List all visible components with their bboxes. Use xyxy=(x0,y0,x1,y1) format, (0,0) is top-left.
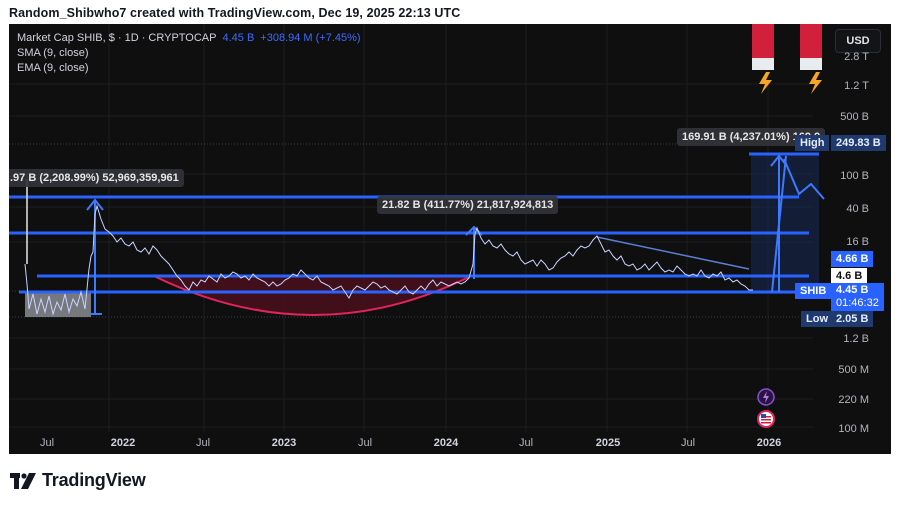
tradingview-logo-icon xyxy=(10,472,36,489)
high-label: High xyxy=(795,135,830,151)
time-tick: Jul xyxy=(680,437,696,449)
currency-button[interactable]: USD xyxy=(835,29,881,53)
us-flag-event-icon[interactable] xyxy=(757,410,775,428)
time-tick: Jul xyxy=(357,437,373,449)
magnet-icon xyxy=(752,24,822,94)
measure-label-1: .97 B (2,208.99%) 52,969,359,961 xyxy=(9,169,184,187)
chart-area[interactable]: Market Cap SHIB, $ · 1D · CRYPTOCAP 4.45 … xyxy=(9,24,891,454)
descending-trendline xyxy=(596,236,750,270)
measure-label-3: 169.91 B (4,237.01%) 169.9 xyxy=(677,128,826,146)
rounding-bottom-arc xyxy=(153,275,472,316)
time-axis[interactable]: Jul 2022 Jul 2023 Jul 2024 Jul 2025 Jul … xyxy=(9,432,813,454)
time-tick: 2026 xyxy=(756,437,782,449)
symbol-label-tag: SHIB xyxy=(795,283,832,299)
price-axis[interactable]: USD 2.8 T 1.2 T 500 B 100 B 40 B 16 B 1.… xyxy=(813,24,891,454)
price-tick: 500 M xyxy=(838,364,869,376)
level-value-tag: 4.66 B xyxy=(831,251,874,267)
last-price-tag: 4.45 B 01:46:32 xyxy=(831,283,884,311)
bar-countdown: 01:46:32 xyxy=(836,297,879,309)
time-tick: Jul xyxy=(195,437,211,449)
low-value: 2.05 B xyxy=(831,311,874,327)
time-tick: 2022 xyxy=(110,437,136,449)
price-tick: 16 B xyxy=(846,236,869,248)
last-price-value: 4.45 B xyxy=(836,284,869,296)
grid-lines xyxy=(9,24,813,432)
time-tick: 2023 xyxy=(271,437,297,449)
price-tick: 1.2 T xyxy=(844,80,869,92)
projection-box xyxy=(751,154,819,294)
symbol-line[interactable]: Market Cap SHIB, $ · 1D · CRYPTOCAP 4.45 … xyxy=(17,32,361,44)
price-line xyxy=(24,204,753,316)
measure-arrows xyxy=(86,154,788,315)
lightning-event-icon[interactable] xyxy=(757,388,775,406)
high-value: 249.83 B xyxy=(831,135,886,151)
change-value: +308.94 M (+7.45%) xyxy=(260,32,361,44)
time-tick: 2024 xyxy=(433,437,459,449)
measure-label-2: 21.82 B (411.77%) 21,817,924,813 xyxy=(377,196,559,214)
price-tick: 100 B xyxy=(840,170,869,182)
time-tick: Jul xyxy=(518,437,534,449)
crosshair-value-tag: 4.6 B xyxy=(831,268,868,284)
price-tick: 2.8 T xyxy=(844,51,869,63)
time-tick: 2025 xyxy=(595,437,621,449)
price-tick: 220 M xyxy=(838,394,869,406)
chart-caption: Random_Shibwho7 created with TradingView… xyxy=(9,6,461,20)
price-tick: 100 M xyxy=(838,423,869,435)
price-tick: 500 B xyxy=(840,111,869,123)
last-value: 4.45 B xyxy=(222,32,255,44)
brand-name: TradingView xyxy=(42,470,146,490)
low-label: Low xyxy=(801,311,833,327)
indicator-sma[interactable]: SMA (9, close) xyxy=(17,47,89,59)
chart-legend: Market Cap SHIB, $ · 1D · CRYPTOCAP 4.45 … xyxy=(17,31,361,76)
tradingview-footer[interactable]: TradingView xyxy=(10,470,146,491)
indicator-ema[interactable]: EMA (9, close) xyxy=(17,62,89,74)
projection-path xyxy=(783,158,825,200)
price-tick: 1.2 B xyxy=(843,333,869,345)
time-tick: Jul xyxy=(39,437,55,449)
price-tick: 40 B xyxy=(846,203,869,215)
